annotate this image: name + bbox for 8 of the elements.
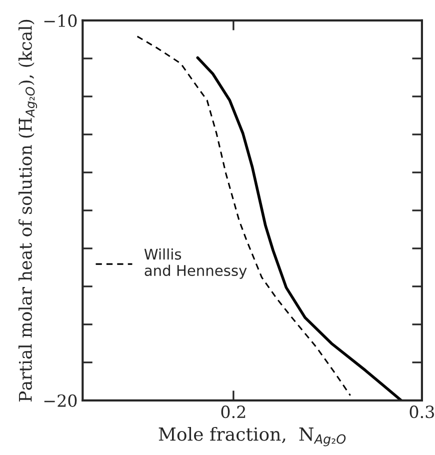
x-tick-label: 0.2 bbox=[221, 406, 246, 418]
x-tick-label: 0.3 bbox=[410, 406, 434, 418]
x-axis-title: Mole fraction, N$_{Ag₂O}$ bbox=[158, 426, 346, 446]
y-tick-label: −20 bbox=[44, 394, 77, 407]
y-tick-label: −10 bbox=[44, 14, 77, 28]
legend-label: Willis and Hennessy bbox=[144, 248, 247, 279]
y-axis-title: Partial molar heat of solution (H̄$_{Ag₂O}$), (kcal) bbox=[18, 20, 38, 402]
line-series bbox=[136, 36, 352, 396]
